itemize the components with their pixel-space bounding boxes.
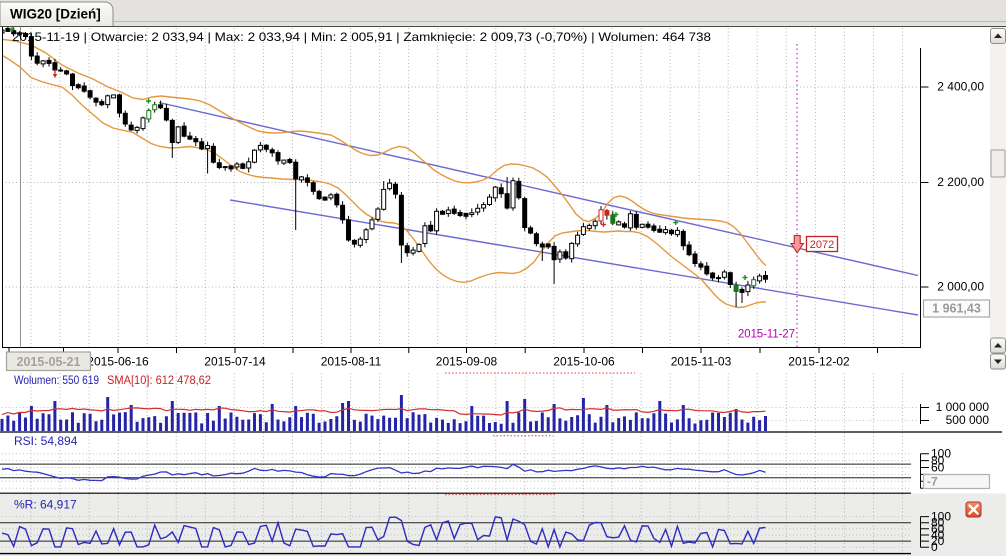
svg-text:60: 60 (931, 461, 945, 475)
svg-text:20: 20 (931, 534, 945, 548)
svg-text:2015-11-27: 2015-11-27 (738, 329, 795, 341)
svg-text:2015-08-11: 2015-08-11 (321, 355, 382, 369)
svg-text:2015-12-02: 2015-12-02 (788, 355, 850, 369)
svg-text:500 000: 500 000 (946, 413, 990, 427)
svg-text:100: 100 (931, 447, 951, 461)
svg-text:2015-05-21: 2015-05-21 (17, 355, 81, 369)
svg-text:80: 80 (931, 516, 945, 530)
svg-text:2015-06-16: 2015-06-16 (87, 355, 149, 369)
svg-text:2 200,00: 2 200,00 (937, 175, 984, 189)
svg-text:1 961,43: 1 961,43 (932, 302, 981, 316)
svg-text:2 400,00: 2 400,00 (937, 80, 984, 94)
svg-text:RSI: 54,894: RSI: 54,894 (14, 434, 78, 448)
svg-text:%R: 64,917: %R: 64,917 (14, 498, 77, 512)
svg-text:0: 0 (931, 540, 938, 554)
svg-text:80: 80 (931, 454, 945, 468)
svg-text:100: 100 (931, 510, 951, 524)
svg-text:1 000 000: 1 000 000 (936, 400, 990, 414)
svg-text:40: 40 (931, 528, 945, 542)
svg-text:2015-11-03: 2015-11-03 (671, 355, 732, 369)
svg-text:2015-09-08: 2015-09-08 (436, 355, 498, 369)
svg-text:2072: 2072 (810, 239, 834, 251)
svg-text:SMA[10]: 612 478,62: SMA[10]: 612 478,62 (107, 373, 211, 387)
svg-text:WIG20 [Dzień]: WIG20 [Dzień] (10, 7, 101, 22)
svg-text:-7: -7 (927, 475, 938, 489)
svg-text:2 000,00: 2 000,00 (937, 280, 984, 294)
svg-text:2015-11-19 | Otwarcie: 2 033,9: 2015-11-19 | Otwarcie: 2 033,94 | Max: 2… (12, 30, 711, 44)
svg-text:Wolumen: 550 619: Wolumen: 550 619 (14, 373, 99, 387)
svg-text:2015-10-06: 2015-10-06 (553, 355, 615, 369)
svg-text:2015-07-14: 2015-07-14 (204, 355, 266, 369)
svg-text:60: 60 (931, 522, 945, 536)
